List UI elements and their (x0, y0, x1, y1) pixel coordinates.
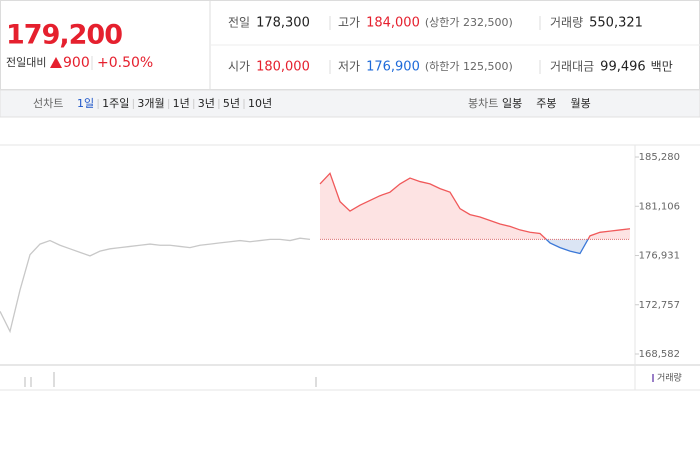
change-label: 전일대비 (6, 55, 46, 69)
stat-value: 176,900 (366, 60, 420, 75)
stat-label: 거래량 (550, 16, 583, 30)
tab[interactable]: 3개월 (137, 97, 164, 110)
tabs: 선차트 1일 1주일 3개월 1년 3년 5년 10년 봉차트 일봉 주봉 월봉 (33, 96, 591, 110)
line-up (319, 172, 631, 240)
stat-value: 180,000 (256, 60, 310, 75)
tab[interactable]: 1주일 (102, 96, 129, 110)
area-down (320, 239, 630, 254)
tab[interactable]: 3년 (198, 97, 215, 110)
stat-note: (하한가 125,500) (425, 59, 513, 73)
legend-swatch (652, 374, 654, 382)
stat-label: 거래대금 (550, 60, 594, 74)
stats: 전일 178,300 고가 184,000 (상한가 232,500) 거래량 550,32… (210, 16, 700, 75)
tab-label: 선차트 (33, 97, 63, 110)
tab[interactable]: 5년 (223, 97, 240, 110)
tab-label: 봉차트 (468, 97, 498, 110)
stat-label: 고가 (338, 16, 360, 30)
stat-value: 184,000 (366, 16, 420, 31)
stat-value: 178,300 (256, 16, 310, 31)
y-tick-label: 172,757 (639, 300, 680, 311)
y-tick-label: 176,931 (639, 251, 680, 262)
tab[interactable]: 1년 (173, 97, 190, 110)
x-ticks (24, 372, 317, 387)
legend: 거래량 (657, 372, 682, 384)
stat-value: 99,496 (600, 60, 646, 75)
price: 179,200 (6, 20, 122, 51)
tab[interactable]: 1일 (77, 96, 94, 110)
stat-label: 저가 (338, 60, 360, 74)
area-up (320, 173, 630, 240)
line-down (545, 239, 589, 255)
y-tick-label: 168,582 (639, 349, 680, 360)
up-icon (50, 57, 62, 68)
change: 900 (63, 55, 90, 71)
tab[interactable]: 일봉 (502, 96, 522, 110)
line (0, 237, 311, 334)
change-pct: +0.50% (97, 55, 153, 71)
y-tick-label: 185,280 (639, 152, 680, 163)
tab-bar (0, 89, 700, 118)
stat-label: 전일 (228, 16, 250, 30)
tab[interactable]: 주봉 (536, 97, 556, 110)
plot: 185,280 181,106 176,931 172,757 168,582 (0, 152, 680, 360)
tab[interactable]: 월봉 (571, 97, 591, 110)
tab[interactable]: 10년 (248, 97, 272, 110)
y-tick-label: 181,106 (639, 201, 680, 212)
stat-note: (상한가 232,500) (425, 16, 513, 29)
stat-unit: 백만 (651, 60, 673, 74)
stat-label: 시가 (228, 60, 250, 74)
stat-value: 550,321 (589, 16, 643, 31)
